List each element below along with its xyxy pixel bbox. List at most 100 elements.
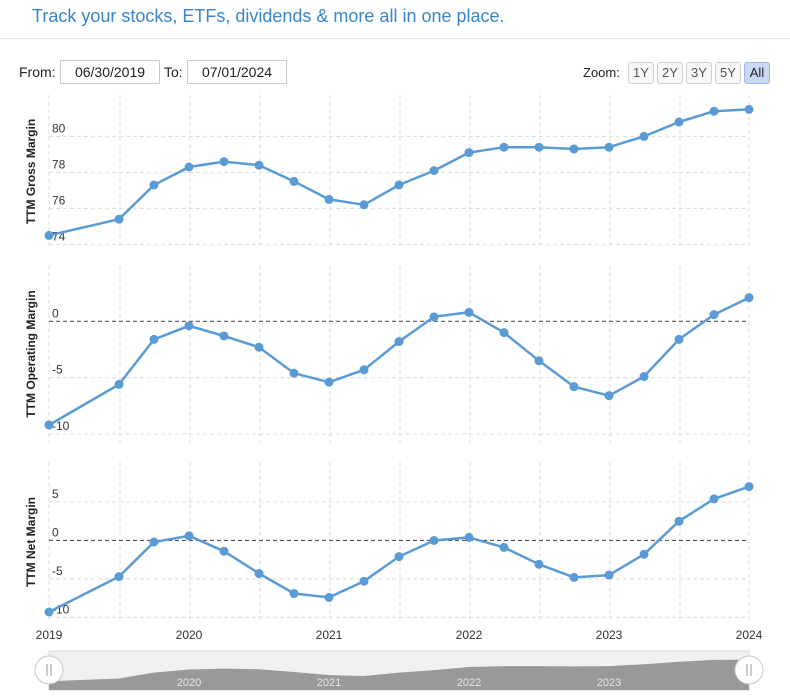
data-point [709,494,719,504]
data-point [499,328,509,338]
zoom-1y-button[interactable]: 1Y [628,62,654,84]
data-point [44,607,54,617]
data-point [744,293,754,303]
data-point [324,592,334,602]
divider [0,38,790,39]
navigator-series [49,659,749,690]
data-point [289,176,299,186]
y-tick-label: 78 [52,157,66,171]
y-tick-label: -10 [52,602,70,616]
data-point [149,537,159,547]
data-point [44,420,54,430]
data-point [429,166,439,176]
data-point [184,321,194,331]
y-axis-label: TTM Net Margin [24,497,38,587]
data-point [534,142,544,152]
data-point [674,516,684,526]
navigator-label: 2022 [457,677,481,689]
navigator-label: 2023 [597,677,621,689]
zoom-5y-button[interactable]: 5Y [715,62,741,84]
data-point [744,104,754,114]
data-point [639,549,649,559]
data-point [709,310,719,320]
data-point [534,559,544,569]
data-point [254,569,264,579]
data-point [149,180,159,190]
data-point [114,572,124,582]
data-point [674,334,684,344]
data-point [394,337,404,347]
data-point [534,356,544,366]
data-point [429,535,439,545]
x-tick-label: 2021 [316,628,343,642]
data-point [499,142,509,152]
y-tick-label: -5 [52,363,63,377]
tagline: Track your stocks, ETFs, dividends & mor… [32,6,505,26]
data-point [569,144,579,154]
data-point [184,162,194,172]
data-point [44,230,54,240]
data-point [114,379,124,389]
data-point [499,542,509,552]
data-point [254,160,264,170]
to-date-input[interactable]: 07/01/2024 [187,60,287,84]
navigator-label: 2021 [317,677,341,689]
data-point [604,570,614,580]
data-point [464,532,474,542]
data-point [254,342,264,352]
x-tick-label: 2020 [176,628,203,642]
data-point [359,200,369,210]
data-point [394,180,404,190]
y-tick-label: 76 [52,193,66,207]
to-label: To: [164,64,183,80]
y-tick-label: 0 [52,525,59,539]
data-point [604,142,614,152]
data-point [639,131,649,141]
data-point [639,372,649,382]
x-tick-label: 2024 [736,628,763,642]
x-tick-label: 2023 [596,628,623,642]
data-point [149,334,159,344]
y-tick-label: 5 [52,487,59,501]
data-point [219,331,229,341]
y-tick-label: -5 [52,564,63,578]
series-line [48,108,750,237]
zoom-all-button[interactable]: All [744,62,770,84]
data-point [464,307,474,317]
data-point [324,194,334,204]
zoom-3y-button[interactable]: 3Y [686,62,712,84]
data-point [569,382,579,392]
y-tick-label: 80 [52,121,66,135]
data-point [359,576,369,586]
x-tick-label: 2022 [456,628,483,642]
data-point [604,391,614,401]
data-point [289,589,299,599]
data-point [569,572,579,582]
data-point [429,312,439,322]
data-point [394,552,404,562]
zoom-label: Zoom: [583,65,620,80]
series-line [48,296,750,427]
data-point [464,148,474,158]
y-axis-label: TTM Gross Margin [24,119,38,224]
x-tick-label: 2019 [36,628,63,642]
navigator-handle-left[interactable] [34,655,64,685]
data-point [184,531,194,541]
data-point [359,365,369,375]
y-axis-label: TTM Operating Margin [24,290,38,417]
from-date-input[interactable]: 06/30/2019 [60,60,160,84]
y-tick-label: 0 [52,306,59,320]
data-point [744,482,754,492]
data-point [289,368,299,378]
data-point [219,157,229,167]
y-tick-label: -10 [52,419,70,433]
data-point [324,377,334,387]
data-point [219,546,229,556]
zoom-2y-button[interactable]: 2Y [657,62,683,84]
series-line [48,485,750,614]
data-point [709,106,719,116]
navigator-label: 2020 [177,677,201,689]
data-point [674,117,684,127]
navigator-handle-right[interactable] [734,655,764,685]
